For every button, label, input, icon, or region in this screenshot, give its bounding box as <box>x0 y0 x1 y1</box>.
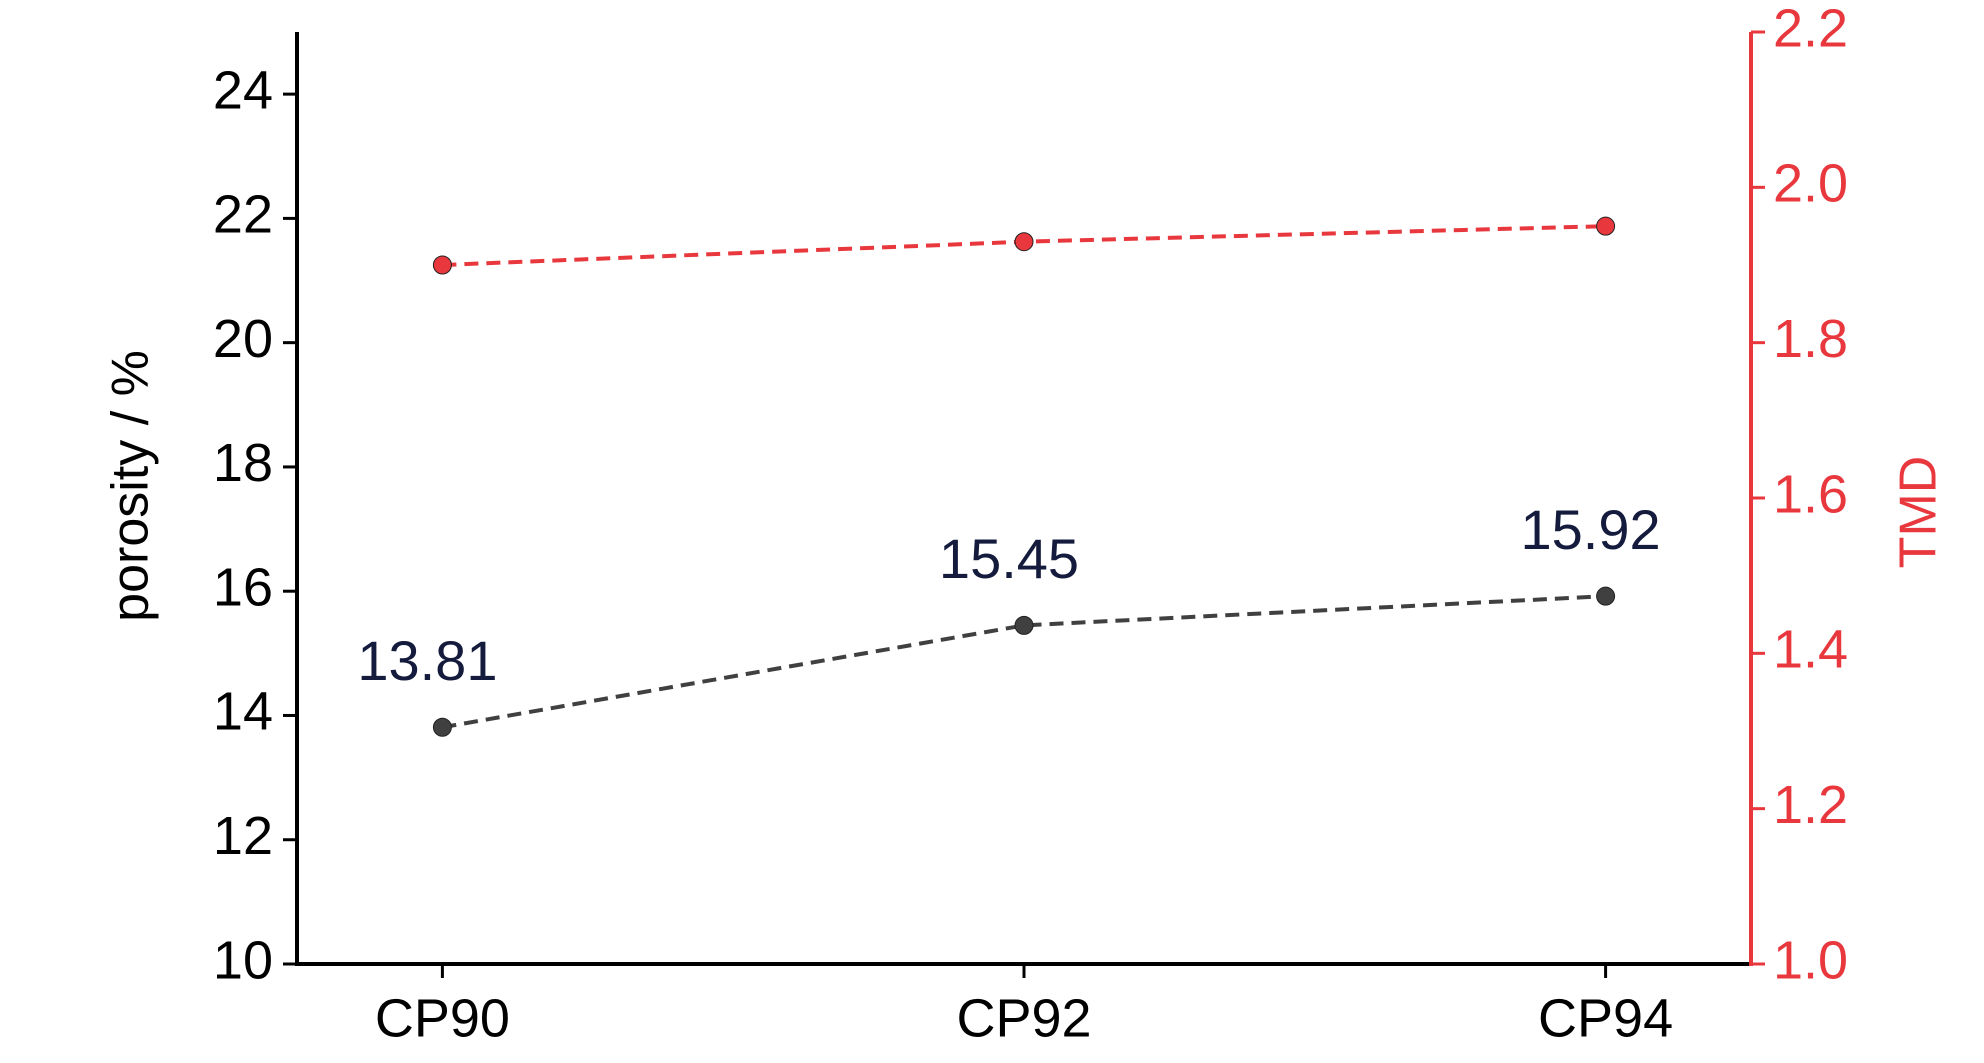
y-tick-label: 20 <box>213 309 273 369</box>
point <box>432 717 452 737</box>
data-label: 15.45 <box>939 527 1079 590</box>
point <box>1014 232 1034 252</box>
y-tick-label: 10 <box>213 930 273 990</box>
y-tick-label: 12 <box>213 806 273 866</box>
point <box>432 255 452 275</box>
y2-tick-label: 1.8 <box>1773 309 1848 369</box>
point <box>1596 586 1616 606</box>
point <box>1596 216 1616 236</box>
series-line <box>442 594 1606 730</box>
y-tick-label: 24 <box>213 60 273 120</box>
x-tick-label: CP94 <box>1538 988 1673 1048</box>
x-tick-label: CP92 <box>956 988 1091 1048</box>
y2-tick-label: 1.6 <box>1773 464 1848 524</box>
y2-tick-label: 1.0 <box>1773 930 1848 990</box>
y-tick-label: 14 <box>213 682 273 742</box>
y2-tick-label: 2.0 <box>1773 154 1848 214</box>
point <box>1014 615 1034 635</box>
y-tick-label: 18 <box>213 433 273 493</box>
data-label: 15.92 <box>1521 498 1661 561</box>
data-label: 13.81 <box>357 629 497 692</box>
y2-tick-label: 1.4 <box>1773 620 1848 680</box>
x-tick-label: CP90 <box>375 988 510 1048</box>
y2-tick-label: 2.2 <box>1773 0 1848 58</box>
y-tick-label: 22 <box>213 185 273 245</box>
y2-tick-label: 1.2 <box>1773 775 1848 835</box>
y2-axis-title: TMD <box>1890 456 1948 569</box>
y-axis-title: porosity / % <box>102 350 160 622</box>
y-tick-label: 16 <box>213 557 273 617</box>
